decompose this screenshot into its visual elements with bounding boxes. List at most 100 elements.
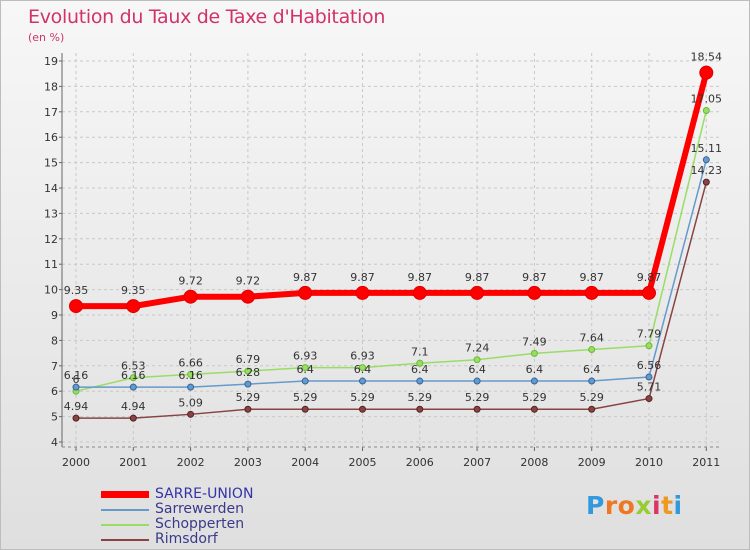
x-tick-label: 2005 <box>349 456 377 469</box>
data-point <box>642 285 656 300</box>
legend-swatch <box>101 539 149 541</box>
y-tick-label: 8 <box>51 334 58 347</box>
data-point <box>69 299 83 314</box>
data-point <box>187 370 195 378</box>
data-point <box>645 342 653 350</box>
y-tick-label: 7 <box>51 360 58 373</box>
legend-label: Rimsdorf <box>155 531 218 547</box>
y-tick-label: 13 <box>44 207 58 220</box>
legend-label: Sarrewerden <box>155 501 244 517</box>
data-point <box>72 383 80 391</box>
data-point <box>244 405 252 413</box>
data-point <box>359 405 366 413</box>
data-point <box>298 285 313 300</box>
x-tick-label: 2000 <box>62 456 90 469</box>
data-label: 9.35 <box>121 284 146 297</box>
data-point <box>584 285 599 300</box>
data-label: 6.16 <box>121 369 146 382</box>
data-point <box>72 414 80 422</box>
data-label: 9.87 <box>408 271 433 284</box>
data-point <box>588 377 596 385</box>
series-line <box>76 159 708 388</box>
data-point <box>530 349 538 357</box>
y-tick-label: 10 <box>44 284 58 297</box>
data-point <box>530 405 538 413</box>
x-tick-label: 2007 <box>463 456 491 469</box>
data-label: 6.53 <box>121 360 146 373</box>
data-label: 9.87 <box>465 271 490 284</box>
logo-letter: P <box>586 491 605 520</box>
data-point <box>527 285 542 300</box>
data-point <box>702 178 710 186</box>
legend-swatch <box>101 509 149 511</box>
data-label: 9.72 <box>178 275 203 288</box>
data-label: 5.29 <box>522 391 547 404</box>
data-point <box>126 299 141 314</box>
data-point <box>355 285 370 300</box>
data-label: 5.29 <box>350 391 375 404</box>
data-label: 6.4 <box>583 363 601 376</box>
data-label: 9.87 <box>293 271 318 284</box>
data-label: 14.23 <box>691 164 723 177</box>
data-label: 6.16 <box>178 369 203 382</box>
data-point <box>412 285 427 300</box>
data-label: 5.29 <box>465 391 490 404</box>
x-tick-label: 2009 <box>578 456 606 469</box>
data-label: 6.66 <box>178 356 203 369</box>
data-label: 5.29 <box>236 391 261 404</box>
data-label: 4.94 <box>64 400 89 413</box>
data-point <box>588 405 596 413</box>
legend-swatch <box>101 524 149 526</box>
y-tick-label: 11 <box>44 258 58 271</box>
series-line <box>76 181 708 419</box>
logo-letter: t <box>661 491 674 520</box>
y-tick-label: 12 <box>44 233 58 246</box>
series-line <box>76 71 710 310</box>
data-label: 6.93 <box>293 350 318 363</box>
y-tick-label: 16 <box>44 131 58 144</box>
data-point <box>588 346 596 354</box>
data-label: 18.54 <box>691 51 723 64</box>
data-point <box>129 414 137 422</box>
y-tick-label: 5 <box>51 411 58 424</box>
data-point <box>699 65 714 80</box>
data-point <box>301 377 309 385</box>
data-point <box>702 156 710 164</box>
data-point <box>416 359 424 367</box>
data-label: 6.4 <box>411 363 429 376</box>
data-label: 7.64 <box>579 332 604 345</box>
y-tick-label: 9 <box>51 309 58 322</box>
y-tick-label: 14 <box>44 182 58 195</box>
data-point <box>187 383 195 391</box>
chart-subtitle: (en %) <box>28 31 65 44</box>
data-point <box>473 405 481 413</box>
data-label: 7.1 <box>411 345 429 358</box>
data-label: 6.4 <box>468 363 486 376</box>
data-point <box>187 410 195 418</box>
x-tick-label: 2003 <box>234 456 262 469</box>
data-label: 5.29 <box>408 391 433 404</box>
logo-letter: o <box>617 491 636 520</box>
x-tick-label: 2008 <box>520 456 548 469</box>
data-label: 15.11 <box>691 142 723 155</box>
legend-label: SARRE-UNION <box>155 486 254 502</box>
data-point <box>359 377 366 385</box>
data-label: 6.16 <box>64 369 89 382</box>
data-point <box>359 364 366 372</box>
y-tick-label: 6 <box>51 385 58 398</box>
data-label: 6.4 <box>526 363 544 376</box>
logo-letter: r <box>604 491 618 520</box>
data-point <box>645 395 653 403</box>
data-label: 7.24 <box>465 342 490 355</box>
axis-layer: 4 5 6 7 8 9 10 11 12 13 14 15 16 17 18 19 2000 2001 2002 20… <box>44 53 721 469</box>
label-layer: 9.35 9.35 9.72 9.72 9.87 9.87 9.87 9.87 9.87 9.87… <box>64 51 722 413</box>
data-label: 17.05 <box>691 93 723 106</box>
legend-swatch <box>101 491 149 498</box>
x-tick-label: 2011 <box>692 456 720 469</box>
data-label: 9.35 <box>64 284 89 297</box>
data-label: 6.79 <box>236 353 261 366</box>
data-label: 5.29 <box>579 391 604 404</box>
series-layer <box>69 65 714 422</box>
data-label: 9.72 <box>236 275 261 288</box>
